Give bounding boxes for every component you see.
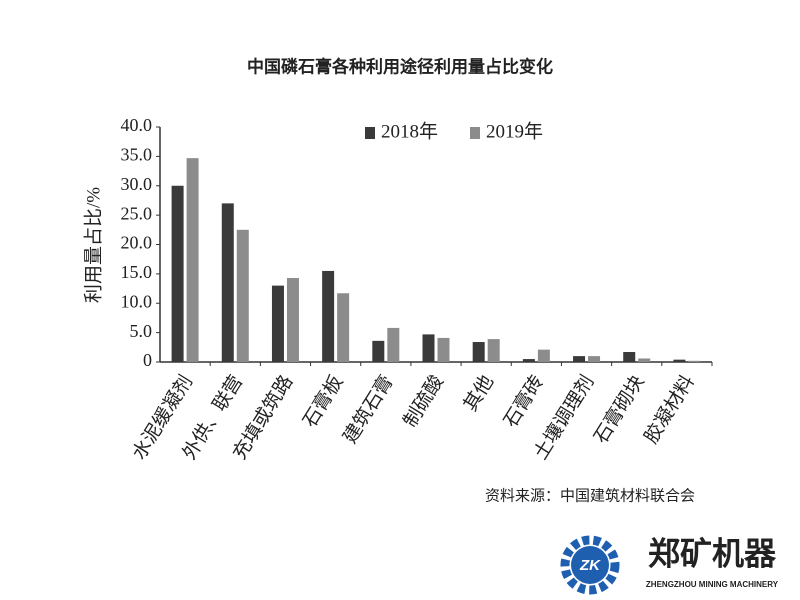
legend-swatch <box>470 127 480 139</box>
bar <box>286 277 299 362</box>
y-tick-label: 35.0 <box>121 145 153 165</box>
x-tick-label: 石膏砌块 <box>589 371 649 448</box>
x-tick-label: 石膏板 <box>298 371 348 432</box>
bar <box>337 293 350 362</box>
logo-name: 郑矿机器 <box>648 535 777 571</box>
bar <box>236 229 249 362</box>
bar <box>322 270 335 362</box>
bar <box>688 360 701 362</box>
bar <box>271 285 284 362</box>
chart-title: 中国磷石膏各种利用途径利用量占比变化 <box>247 56 553 76</box>
bar <box>387 327 400 362</box>
x-tick-label: 制硫酸 <box>399 371 448 431</box>
x-tick-label: 石膏砖 <box>499 371 549 432</box>
y-tick-label: 0 <box>143 350 152 370</box>
bar <box>537 349 550 362</box>
y-tick-label: 40.0 <box>121 115 153 135</box>
bar <box>638 358 651 362</box>
y-tick-label: 10.0 <box>121 291 153 311</box>
legend-label: 2019年 <box>486 120 543 142</box>
source: 资料来源：中国建筑材料联合会 <box>485 487 695 504</box>
bar <box>372 340 385 362</box>
x-tick-label: 胶凝材料 <box>640 371 699 447</box>
bar <box>186 158 199 362</box>
legend-label: 2018年 <box>381 120 438 142</box>
bar <box>472 342 485 362</box>
logo-mark: ZK <box>579 557 601 574</box>
y-tick-label: 15.0 <box>121 262 153 282</box>
logo: ZK 郑矿机器 ZHENGZHOU MINING MACHINERY <box>560 535 779 595</box>
logo-subtitle: ZHENGZHOU MINING MACHINERY <box>646 580 779 589</box>
bar <box>171 185 184 362</box>
logo-gear <box>560 535 620 595</box>
bar <box>522 359 535 362</box>
x-tick-label: 建筑石膏 <box>338 371 398 448</box>
bar <box>673 359 686 362</box>
bar <box>487 339 500 362</box>
y-tick-label: 20.0 <box>121 233 153 253</box>
logo-disc <box>571 546 609 584</box>
y-axis-label: 利用量占比/% <box>82 187 104 303</box>
bar <box>221 203 234 362</box>
bar <box>422 334 435 362</box>
x-tick-label: 其他 <box>459 371 498 415</box>
bar <box>623 352 636 362</box>
y-tick-label: 30.0 <box>121 174 153 194</box>
y-tick-label: 25.0 <box>121 203 153 223</box>
bar <box>588 356 601 362</box>
bar <box>437 337 450 362</box>
legend-swatch <box>365 127 375 139</box>
y-tick-label: 5.0 <box>130 321 153 341</box>
bar <box>573 356 586 362</box>
